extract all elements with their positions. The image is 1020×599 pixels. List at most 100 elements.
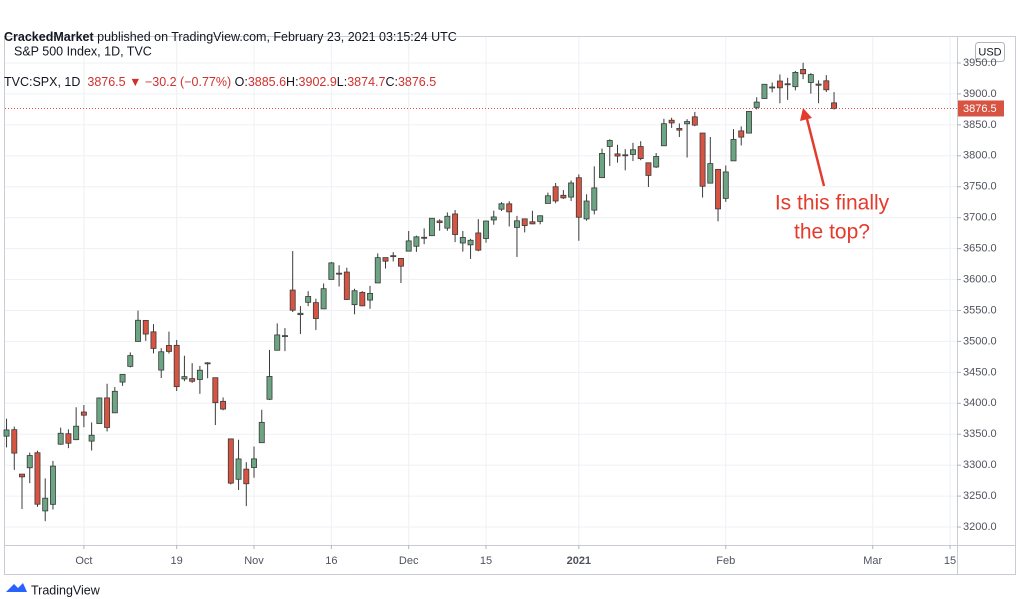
candle-body bbox=[96, 397, 103, 424]
candle-body bbox=[521, 218, 528, 226]
annotation: Is this finally the top? bbox=[775, 108, 890, 244]
candle-body bbox=[691, 116, 698, 126]
candle-body bbox=[730, 139, 737, 162]
brand[interactable]: TradingView bbox=[31, 583, 101, 597]
candles bbox=[3, 62, 837, 522]
y-tick-label: 3900.0 bbox=[963, 88, 997, 100]
candle-body bbox=[568, 182, 575, 198]
candle-body bbox=[583, 200, 590, 220]
candle-body bbox=[591, 187, 598, 211]
candle-body bbox=[428, 217, 435, 237]
candle-body bbox=[390, 255, 397, 258]
candle-body bbox=[181, 376, 188, 380]
author[interactable]: CrackedMarket bbox=[4, 30, 94, 44]
candle-body bbox=[684, 121, 691, 125]
y-tick-label: 3950.0 bbox=[963, 57, 997, 69]
y-tick-label: 3600.0 bbox=[963, 273, 997, 285]
candle-body bbox=[189, 378, 196, 382]
y-tick-label: 3400.0 bbox=[963, 397, 997, 409]
candle-body bbox=[421, 236, 428, 239]
candle-body bbox=[653, 156, 660, 168]
y-tick-label: 3300.0 bbox=[963, 459, 997, 471]
candle-body bbox=[312, 302, 319, 319]
candle-body bbox=[490, 216, 497, 221]
candle-body bbox=[274, 334, 281, 351]
candle-body bbox=[336, 272, 343, 275]
candle-body bbox=[514, 220, 520, 228]
candle-body bbox=[707, 163, 714, 184]
candle-body bbox=[165, 345, 172, 352]
currency-label[interactable]: USD bbox=[978, 46, 1001, 58]
candle-body bbox=[660, 123, 667, 147]
grid bbox=[5, 37, 957, 545]
candle-body bbox=[622, 154, 629, 157]
candle-body bbox=[258, 421, 265, 444]
candle-body bbox=[19, 473, 25, 478]
x-tick-label: Dec bbox=[399, 555, 419, 567]
candle-body bbox=[630, 149, 636, 155]
candle-body bbox=[575, 177, 582, 218]
candle-body bbox=[88, 434, 95, 442]
footer-logo[interactable]: TradingView bbox=[6, 583, 101, 597]
candle-body bbox=[699, 132, 706, 187]
candle-body bbox=[776, 80, 783, 89]
candle-body bbox=[367, 293, 373, 301]
candle-body bbox=[142, 319, 149, 335]
header: CrackedMarket published on TradingView.c… bbox=[4, 0, 457, 105]
y-tick-label: 3700.0 bbox=[963, 212, 997, 224]
logo-icon[interactable] bbox=[6, 583, 27, 592]
candle-body bbox=[343, 271, 350, 300]
annotation-arrowhead bbox=[800, 108, 812, 121]
candle-body bbox=[599, 153, 605, 179]
candle-body bbox=[436, 220, 443, 224]
candle-body bbox=[42, 497, 49, 512]
candle-body bbox=[552, 186, 559, 202]
candle-body bbox=[220, 400, 227, 410]
y-tick-label: 3500.0 bbox=[963, 335, 997, 347]
candle-body bbox=[668, 119, 675, 124]
candle-body bbox=[722, 171, 729, 199]
y-tick-label: 3200.0 bbox=[963, 521, 997, 533]
candle-body bbox=[65, 433, 72, 444]
candle-body bbox=[467, 239, 474, 246]
candle-body bbox=[807, 74, 814, 83]
candle-body bbox=[297, 312, 304, 316]
x-tick-label: 2021 bbox=[567, 555, 591, 567]
candle-body bbox=[382, 257, 389, 262]
change-arrow: ▼ bbox=[129, 75, 142, 89]
candle-body bbox=[614, 153, 621, 157]
annotation-arrow bbox=[805, 118, 826, 187]
candle-body bbox=[606, 140, 613, 147]
candle-body bbox=[483, 220, 489, 239]
candle-body bbox=[158, 351, 165, 371]
x-tick-label: 15 bbox=[480, 555, 492, 567]
ohlc-value: 3874.7 bbox=[347, 75, 386, 89]
y-tick-label: 3450.0 bbox=[963, 366, 997, 378]
publish-line: CrackedMarket published on TradingView.c… bbox=[4, 30, 457, 45]
y-tick-label: 3800.0 bbox=[963, 150, 997, 162]
candle-body bbox=[529, 221, 536, 225]
candle-body bbox=[11, 429, 18, 454]
published: published on TradingView.com, February 2… bbox=[97, 30, 457, 44]
candle-body bbox=[637, 146, 644, 159]
candle-body bbox=[769, 86, 776, 89]
candle-body bbox=[305, 296, 312, 303]
candle-body bbox=[374, 257, 381, 284]
candle-body bbox=[405, 240, 412, 252]
y-tick-label: 3850.0 bbox=[963, 119, 997, 131]
candle-body bbox=[227, 438, 234, 484]
legend-line: TVC:SPX, 1D 3876.5 ▼ −30.2 (−0.77%) O:38… bbox=[4, 75, 457, 90]
y-tick-label: 3750.0 bbox=[963, 181, 997, 193]
candle-body bbox=[537, 215, 544, 222]
ohlc-key: H: bbox=[286, 75, 299, 89]
currency-box[interactable] bbox=[975, 42, 1005, 62]
annotation-text: Is this finally bbox=[775, 192, 890, 215]
candle-body bbox=[80, 411, 87, 416]
x-tick-label: 15 bbox=[944, 555, 956, 567]
ohlc-key: C: bbox=[385, 75, 398, 89]
candle-body bbox=[111, 390, 118, 414]
candle-body bbox=[715, 168, 721, 210]
x-tick-label: Feb bbox=[716, 555, 735, 567]
